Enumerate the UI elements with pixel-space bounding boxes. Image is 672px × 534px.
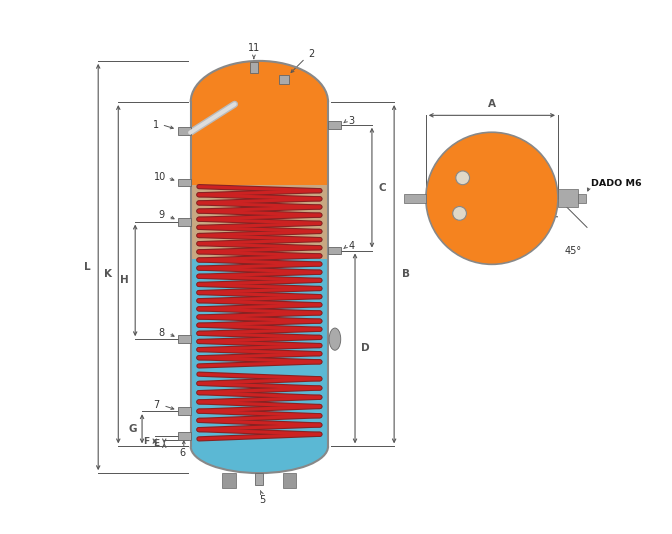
Text: G: G [128, 424, 137, 434]
Text: M: M [472, 203, 480, 214]
Text: 1: 1 [153, 120, 159, 130]
Text: 10: 10 [154, 172, 166, 182]
Ellipse shape [191, 61, 328, 143]
Text: 11: 11 [248, 43, 260, 53]
Text: H: H [120, 276, 129, 285]
FancyBboxPatch shape [178, 127, 191, 135]
FancyBboxPatch shape [222, 473, 236, 488]
Text: F: F [143, 437, 149, 446]
Text: 45°: 45° [564, 246, 581, 256]
Text: K: K [104, 269, 112, 279]
Text: B: B [402, 269, 409, 279]
Circle shape [456, 171, 470, 185]
FancyBboxPatch shape [191, 259, 328, 446]
FancyBboxPatch shape [178, 335, 191, 343]
FancyBboxPatch shape [178, 432, 191, 440]
Circle shape [453, 207, 466, 220]
Circle shape [426, 132, 558, 264]
FancyBboxPatch shape [283, 473, 296, 488]
Text: DADO M6: DADO M6 [591, 179, 641, 188]
Text: 9: 9 [159, 210, 165, 221]
FancyBboxPatch shape [255, 473, 263, 485]
Ellipse shape [191, 420, 328, 473]
FancyBboxPatch shape [178, 407, 191, 415]
Ellipse shape [329, 328, 341, 350]
Text: L: L [84, 262, 91, 272]
FancyBboxPatch shape [178, 178, 191, 186]
Text: 3: 3 [348, 115, 354, 125]
Text: 4: 4 [348, 241, 354, 252]
Text: C: C [378, 183, 386, 193]
Text: D: D [362, 343, 370, 354]
FancyBboxPatch shape [178, 218, 191, 226]
Text: 5: 5 [259, 496, 265, 505]
Text: 2: 2 [308, 49, 314, 59]
Text: A: A [488, 99, 496, 109]
FancyBboxPatch shape [578, 193, 587, 203]
Text: 7: 7 [153, 400, 159, 410]
Text: E: E [153, 439, 159, 447]
FancyBboxPatch shape [280, 75, 289, 84]
Text: 8: 8 [159, 328, 165, 338]
FancyBboxPatch shape [250, 61, 258, 73]
FancyBboxPatch shape [191, 185, 328, 259]
FancyBboxPatch shape [404, 194, 426, 202]
FancyBboxPatch shape [558, 190, 578, 207]
FancyBboxPatch shape [191, 102, 328, 185]
Text: 6: 6 [179, 448, 186, 458]
FancyBboxPatch shape [328, 247, 341, 255]
FancyBboxPatch shape [328, 121, 341, 129]
